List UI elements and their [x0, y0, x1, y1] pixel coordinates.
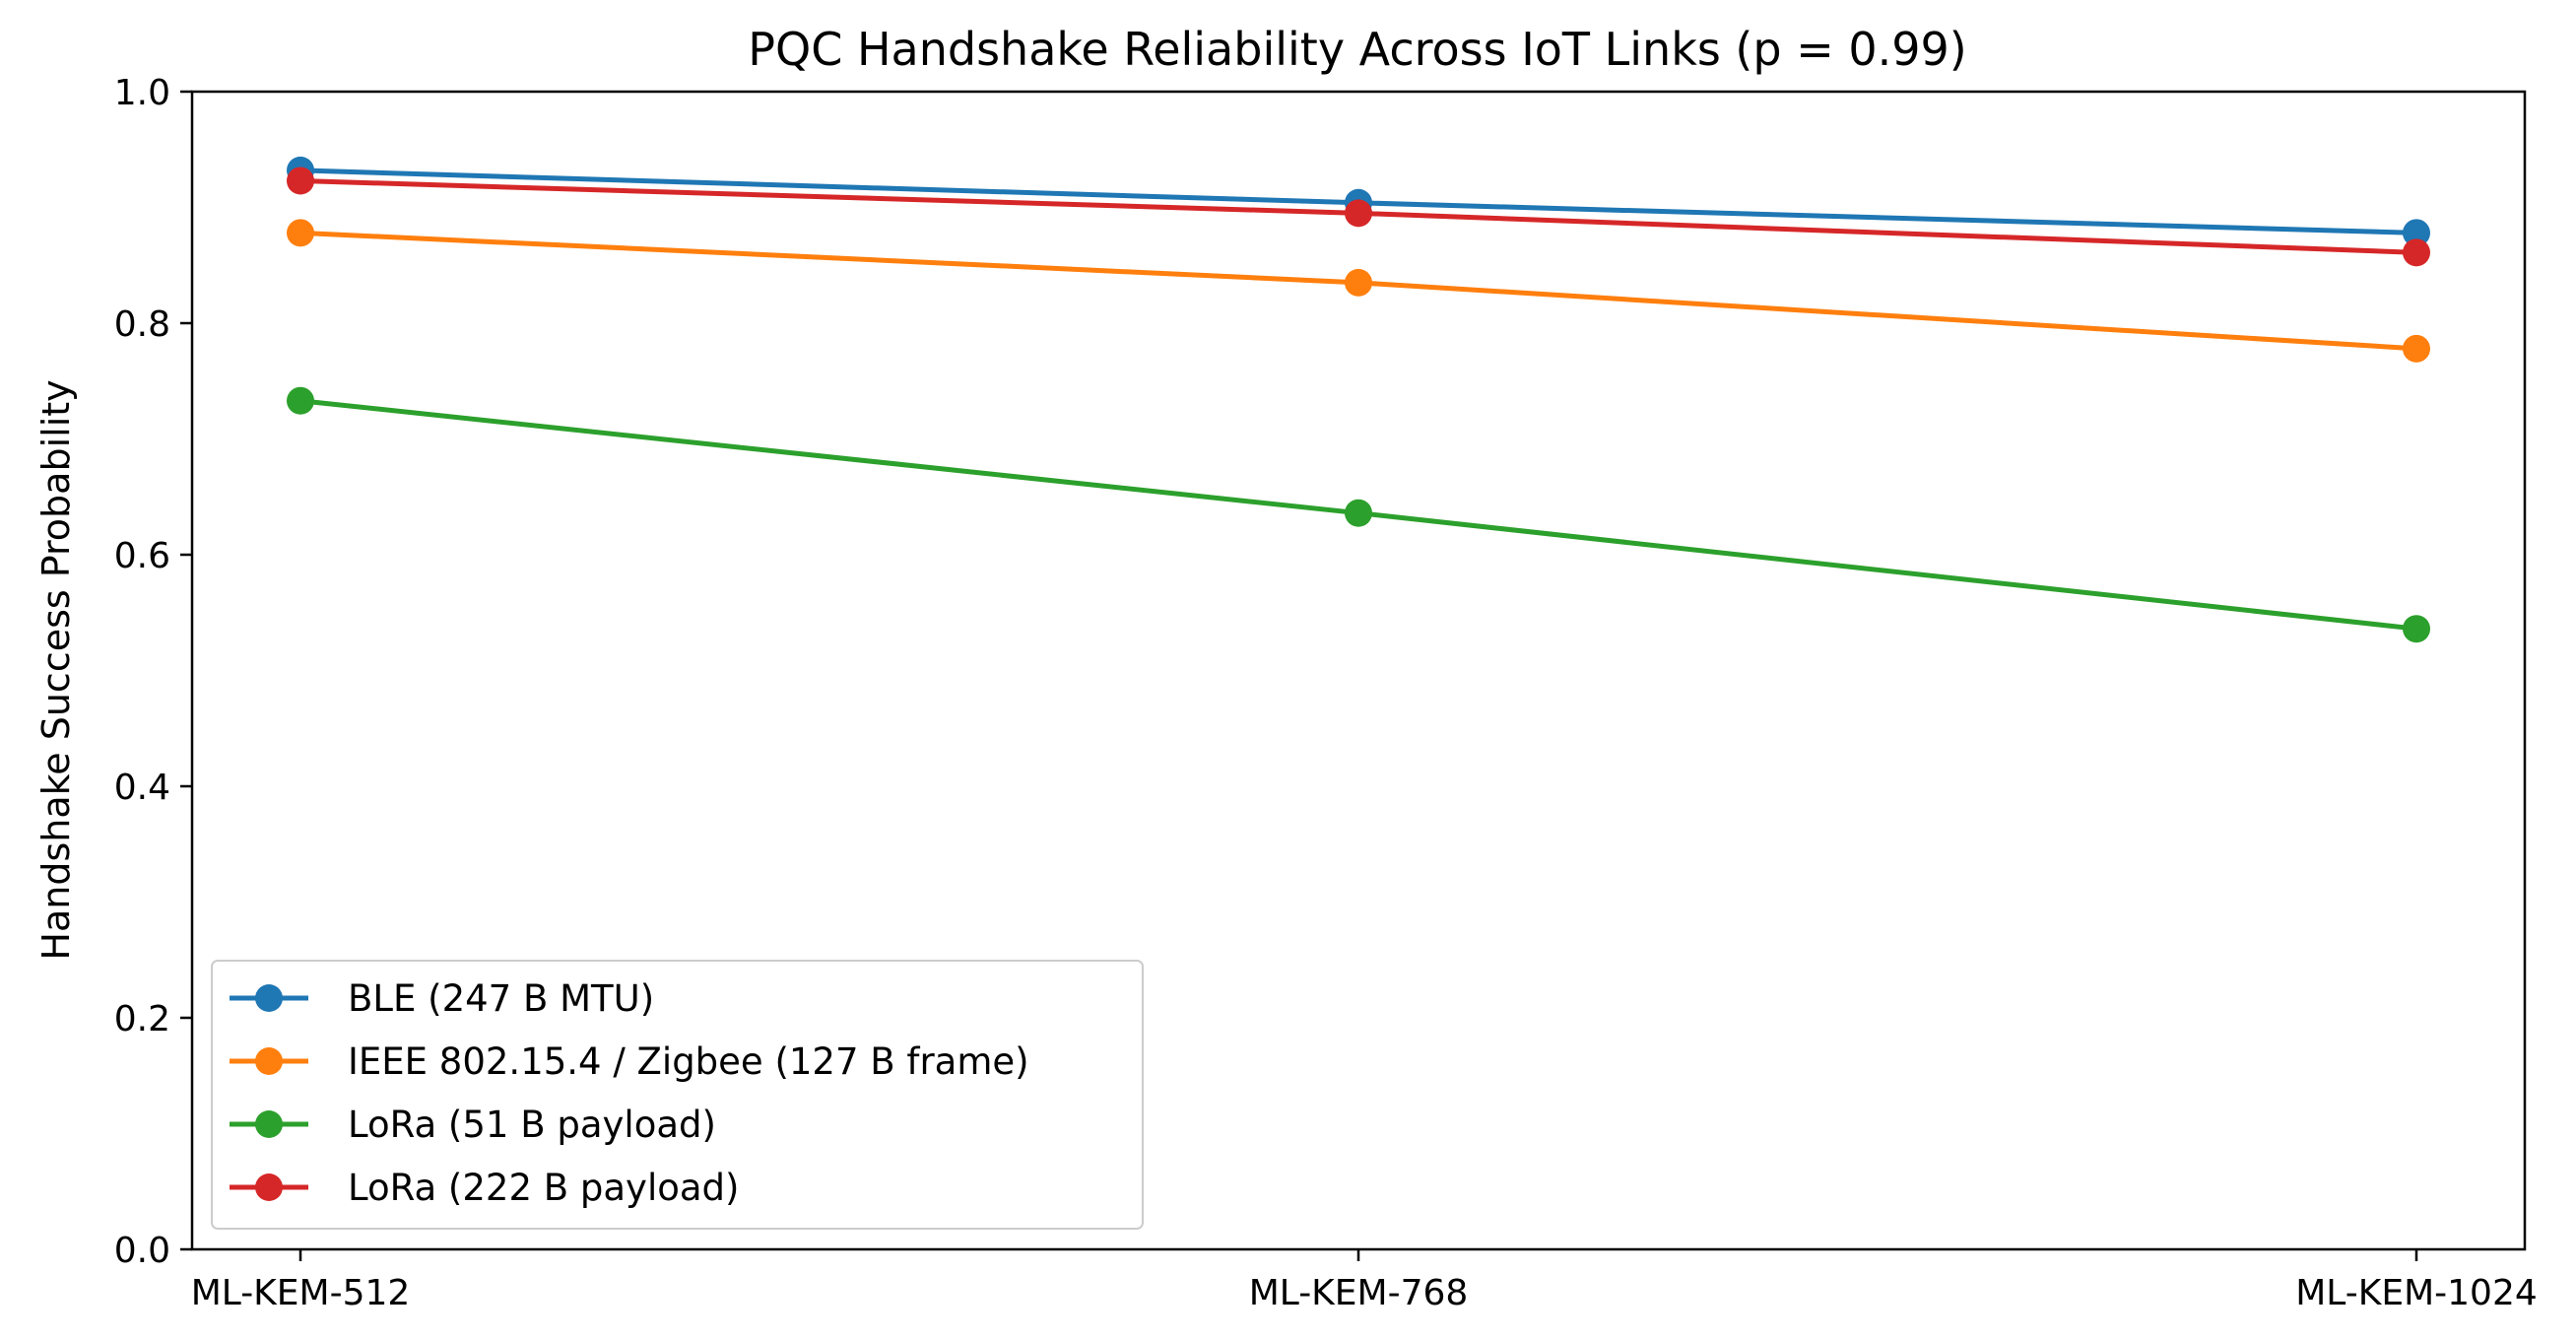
legend-marker: [255, 1047, 283, 1075]
data-point: [2403, 334, 2430, 363]
chart-title: PQC Handshake Reliability Across IoT Lin…: [748, 23, 1967, 76]
legend-marker: [255, 984, 283, 1012]
legend: BLE (247 B MTU) IEEE 802.15.4 / Zigbee (1…: [211, 960, 1144, 1230]
data-point: [2403, 615, 2430, 643]
data-point: [2403, 219, 2430, 247]
legend-label: LoRa (222 B payload): [348, 1167, 739, 1209]
legend-frame: [211, 960, 1144, 1230]
y-tick-label: 0.2: [114, 999, 170, 1039]
legend-label: IEEE 802.15.4 / Zigbee (127 B frame): [348, 1040, 1029, 1083]
legend-marker: [255, 1110, 283, 1138]
data-point: [2403, 238, 2430, 267]
legend-label: BLE (247 B MTU): [348, 977, 654, 1020]
y-tick-label: 0.6: [114, 536, 170, 576]
data-point: [287, 167, 314, 195]
y-tick-label: 0.4: [114, 768, 170, 808]
y-tick-label: 0.8: [114, 304, 170, 345]
data-point: [1345, 199, 1372, 228]
plot-area: 0.0 0.2 0.4 0.6 0.8 1.0 ML-KEM-512 ML-KEM-768 ML…: [114, 73, 2538, 1313]
legend-label: LoRa (51 B payload): [348, 1104, 716, 1146]
x-tick-label: ML-KEM-1024: [2295, 1273, 2538, 1313]
legend-marker: [255, 1173, 283, 1201]
y-tick-label: 0.0: [114, 1231, 170, 1271]
x-tick-label: ML-KEM-768: [1249, 1273, 1469, 1313]
data-point: [287, 219, 314, 247]
y-tick-label: 1.0: [114, 73, 170, 113]
data-point: [287, 386, 314, 415]
x-tick-label: ML-KEM-512: [191, 1273, 411, 1313]
y-axis-title: Handshake Success Probability: [34, 379, 78, 960]
data-point: [1345, 499, 1372, 527]
data-point: [1345, 268, 1372, 297]
